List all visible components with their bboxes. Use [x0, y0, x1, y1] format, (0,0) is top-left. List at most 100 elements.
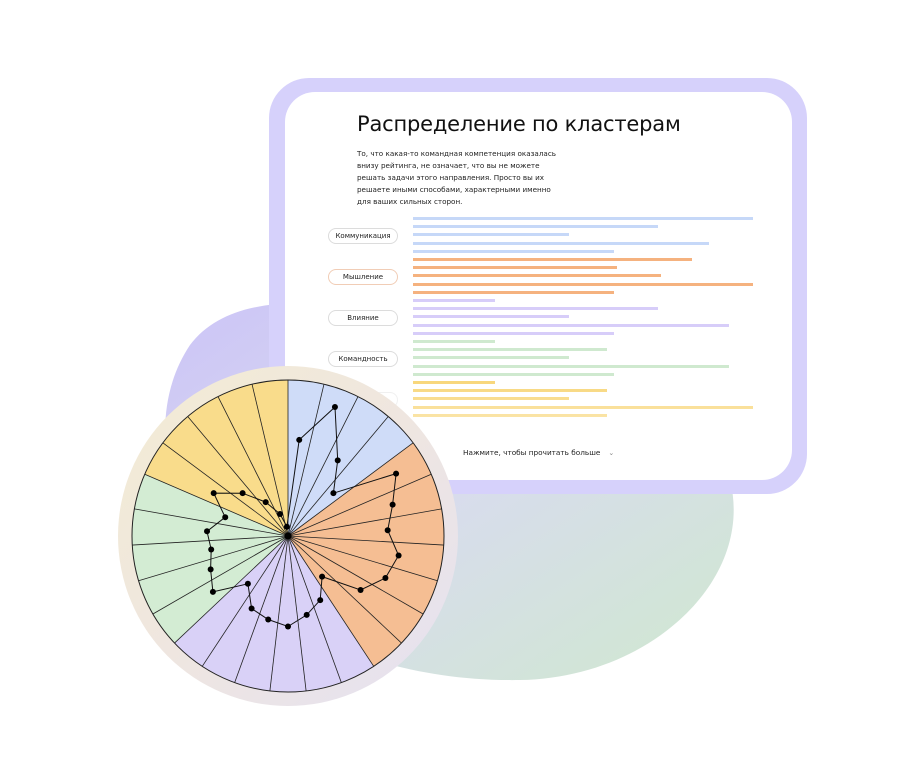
- wheel-sector: [132, 536, 288, 581]
- card-description: То, что какая-то командная компетенция о…: [357, 149, 557, 206]
- cluster-bar: [413, 364, 730, 368]
- wheel-spoke: [287, 535, 444, 546]
- wheel-spoke: [287, 535, 402, 644]
- cluster-bar: [413, 331, 614, 335]
- cluster-bar: [413, 315, 570, 319]
- cluster-bar: [413, 290, 614, 294]
- wheel-point: [357, 587, 364, 594]
- cluster-bar: [413, 225, 658, 229]
- wheel-sector: [162, 416, 288, 536]
- wheel-point: [207, 566, 214, 573]
- wheel-sector: [288, 384, 359, 536]
- wheel-sector: [288, 508, 445, 546]
- wheel-sector: [288, 536, 342, 691]
- wheel-point: [303, 611, 310, 618]
- wheel-profile-line: [206, 405, 400, 628]
- wheel-sector: [288, 396, 389, 536]
- wheel-point: [222, 514, 229, 521]
- wheel-point: [283, 523, 290, 530]
- cluster-pill-influence[interactable]: Влияние: [328, 310, 398, 326]
- wheel-point: [239, 490, 246, 497]
- wheel-spoke: [162, 442, 289, 537]
- wheel-point: [331, 403, 338, 410]
- cluster-bar: [413, 372, 614, 376]
- cluster-bar: [413, 241, 709, 245]
- wheel-sector: [144, 442, 288, 536]
- wheel-sector: [174, 536, 288, 667]
- wheel-sector: [138, 536, 288, 614]
- wheel-point: [244, 580, 251, 587]
- wheel-point: [334, 457, 341, 464]
- wheel-sector: [134, 474, 288, 536]
- wheel-spoke: [287, 535, 438, 582]
- wheel-spoke: [201, 535, 289, 667]
- wheel-sector: [152, 536, 288, 644]
- wheel-point: [285, 623, 291, 630]
- cluster-bar: [413, 282, 753, 286]
- wheel-spoke: [134, 508, 289, 537]
- cluster-bar: [413, 348, 607, 352]
- wheel-spoke: [138, 535, 289, 582]
- wheel-spoke: [234, 535, 289, 683]
- wheel-sector: [132, 508, 288, 546]
- wheel-spoke: [287, 535, 307, 691]
- wheel-point: [209, 588, 216, 595]
- cluster-bar: [413, 249, 614, 253]
- wheel-sector: [269, 536, 307, 692]
- wheel-point: [393, 470, 400, 477]
- wheel-spoke: [174, 535, 289, 644]
- wheel-sector: [288, 442, 432, 536]
- chevron-down-icon: ⌄: [608, 449, 615, 457]
- wheel-point: [317, 597, 324, 604]
- cluster-bar: [413, 217, 753, 220]
- wheel-spoke: [287, 384, 325, 537]
- wheel-sector: [288, 536, 438, 614]
- cluster-bar: [413, 323, 730, 327]
- cluster-bar: [413, 233, 570, 237]
- wheel-spoke: [251, 384, 289, 537]
- wheel-spoke: [287, 535, 424, 615]
- wheel-point: [296, 436, 303, 443]
- read-more-link[interactable]: Нажмите, чтобы прочитать больше ⌄: [463, 448, 633, 457]
- wheel-spoke: [287, 508, 442, 537]
- cluster-pill-communication[interactable]: Коммуникация: [328, 228, 398, 244]
- wheel-point: [248, 605, 255, 612]
- cluster-bar: [413, 307, 658, 311]
- wheel-sector: [288, 536, 444, 581]
- wheel-point: [319, 573, 326, 580]
- wheel-sector: [217, 384, 288, 536]
- cluster-bar: [413, 405, 753, 409]
- wheel-sector: [288, 536, 402, 667]
- wheel-sector: [288, 536, 374, 683]
- card-title: Распределение по кластерам: [357, 112, 681, 136]
- wheel-point: [208, 546, 215, 553]
- cluster-pill-teamwork[interactable]: Командность: [328, 351, 398, 367]
- wheel-sector: [288, 416, 414, 536]
- wheel-point: [210, 490, 217, 497]
- wheel-spoke: [287, 442, 414, 537]
- wheel-sector: [288, 474, 442, 536]
- competency-wheel: [118, 366, 458, 706]
- wheel-spoke: [287, 396, 359, 537]
- wheel-sector: [234, 536, 288, 691]
- wheel-sector: [288, 536, 424, 644]
- wheel-point: [382, 575, 389, 582]
- wheel-sector: [202, 536, 288, 683]
- cluster-bar: [413, 274, 662, 278]
- wheel-point: [395, 552, 402, 559]
- wheel-point: [384, 527, 391, 534]
- cluster-bar: [413, 258, 692, 261]
- wheel-point: [262, 499, 269, 506]
- wheel-spoke: [287, 416, 389, 537]
- cluster-bar: [413, 299, 495, 302]
- wheel-spoke: [187, 416, 289, 537]
- cluster-pill-thinking[interactable]: Мышление: [328, 269, 398, 285]
- wheel-spoke: [287, 473, 432, 537]
- wheel-point: [276, 511, 283, 518]
- wheel-spoke: [144, 473, 289, 537]
- wheel-spoke: [217, 396, 289, 537]
- wheel-rim: [131, 379, 445, 693]
- cluster-bars: [413, 217, 783, 422]
- wheel-spoke: [287, 535, 342, 683]
- wheel-center-dot: [284, 532, 292, 540]
